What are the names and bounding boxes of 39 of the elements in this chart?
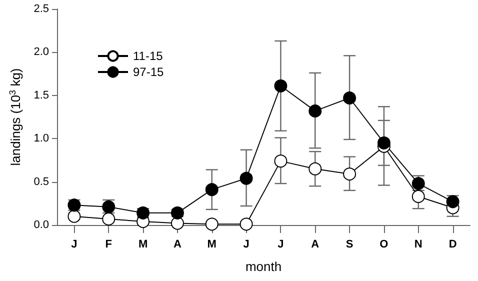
x-tick-label: N xyxy=(414,238,422,250)
legend-label: 97-15 xyxy=(133,65,164,79)
point xyxy=(343,91,356,104)
point xyxy=(170,206,184,220)
y-tick-label: 0.0 xyxy=(34,219,49,231)
y-tick-label: 1.0 xyxy=(34,132,49,145)
x-axis-title: month xyxy=(245,259,282,274)
point xyxy=(68,210,81,223)
point xyxy=(170,216,184,230)
point xyxy=(412,190,425,203)
point xyxy=(308,162,322,176)
x-tick-label: A xyxy=(173,238,182,250)
x-tick-label: A xyxy=(311,238,320,250)
point xyxy=(240,172,253,185)
y-tick-label: 0.5 xyxy=(34,176,49,188)
x-tick-label: D xyxy=(448,238,457,250)
y-tick-label: 2.0 xyxy=(34,46,49,58)
x-tick-label: J xyxy=(71,238,78,250)
y-tick-label: 2.5 xyxy=(34,3,49,15)
x-tick-label: J xyxy=(243,238,250,250)
point xyxy=(240,218,253,231)
point xyxy=(308,104,322,118)
point xyxy=(102,212,116,226)
x-tick-label: M xyxy=(207,238,216,250)
point xyxy=(343,168,356,181)
y-tick-label: 1.5 xyxy=(34,89,49,102)
point xyxy=(205,218,218,231)
point xyxy=(205,183,218,196)
x-tick-label: F xyxy=(105,238,112,250)
point xyxy=(274,154,288,168)
legend-label: 11-15 xyxy=(133,49,164,63)
point xyxy=(274,79,288,92)
x-tick-label: O xyxy=(380,238,389,250)
x-tick-label: M xyxy=(138,238,148,250)
y-axis-title: landings (103 kg) xyxy=(8,68,23,166)
point xyxy=(446,195,460,208)
point xyxy=(377,136,390,150)
x-tick-label: J xyxy=(278,238,284,250)
x-tick-label: S xyxy=(346,238,354,250)
